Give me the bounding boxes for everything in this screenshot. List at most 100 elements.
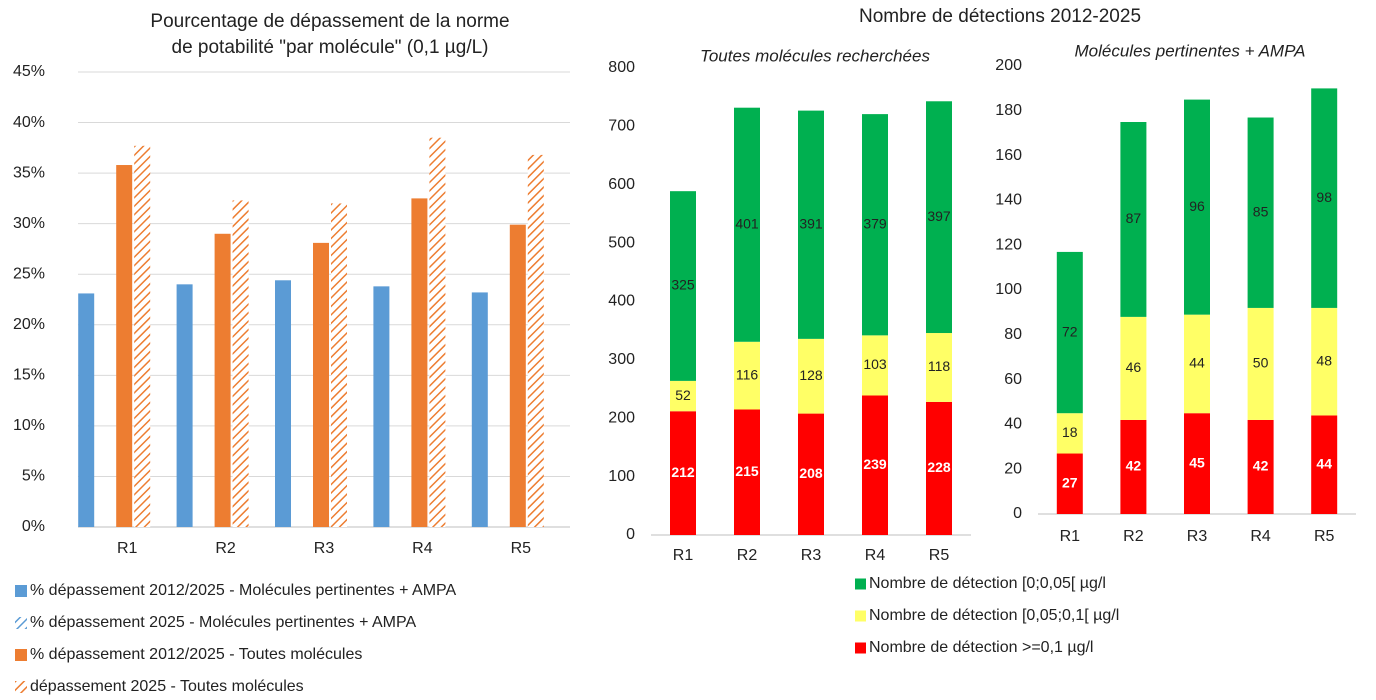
data-label: 18 (1062, 424, 1078, 440)
data-label: 128 (799, 367, 823, 383)
data-label: 48 (1316, 352, 1332, 368)
y-tick-label: 300 (608, 351, 635, 368)
bar (214, 233, 231, 527)
bar (275, 280, 291, 527)
x-tick-label: R1 (673, 547, 694, 564)
data-label: 379 (863, 215, 887, 231)
data-label: 50 (1253, 355, 1269, 371)
y-tick-label: 20% (13, 316, 45, 333)
bar-segment (798, 413, 824, 535)
x-tick-label: R5 (1314, 528, 1335, 545)
data-label: 239 (863, 456, 887, 472)
data-label: 96 (1189, 198, 1205, 214)
bar-segment (926, 333, 952, 402)
y-tick-label: 180 (995, 102, 1022, 119)
y-tick-label: 100 (995, 281, 1022, 298)
y-tick-label: 25% (13, 265, 45, 282)
legend-swatch (15, 617, 27, 629)
bar-segment (862, 114, 888, 336)
y-tick-label: 35% (13, 164, 45, 181)
data-label: 72 (1062, 323, 1078, 339)
y-tick-label: 100 (608, 468, 635, 485)
bar-segment (1184, 314, 1210, 414)
legend-swatch (15, 649, 27, 661)
y-tick-label: 30% (13, 215, 45, 232)
bar-segment (926, 401, 952, 535)
bar-segment (1120, 122, 1147, 317)
bar-segment (1311, 415, 1338, 514)
x-tick-label: R1 (117, 540, 138, 557)
legend-label: Nombre de détection >=0,1 µg/l (869, 639, 1093, 656)
data-label: 85 (1253, 203, 1269, 219)
bar-segment (734, 409, 760, 535)
y-tick-label: 0 (626, 526, 635, 543)
data-label: 118 (928, 358, 951, 374)
legend-label: Nombre de détection [0,05;0,1[ µg/l (869, 607, 1119, 624)
bar-segment (1056, 453, 1083, 514)
x-tick-label: R2 (1123, 528, 1144, 545)
data-label: 212 (671, 464, 695, 480)
y-tick-label: 140 (995, 192, 1022, 209)
y-tick-label: 40 (1004, 416, 1022, 433)
x-tick-label: R4 (1250, 528, 1271, 545)
x-tick-label: R3 (1187, 528, 1208, 545)
bar-segment (670, 411, 696, 535)
y-tick-label: 800 (608, 59, 635, 76)
chart-subtitle: Molécules pertinentes + AMPA (1074, 41, 1305, 60)
data-label: 228 (927, 459, 951, 475)
bar-segment (670, 191, 696, 381)
data-label: 27 (1062, 474, 1078, 490)
legend-label: % dépassement 2012/2025 - Molécules pert… (30, 582, 457, 599)
chart-title: Pourcentage de dépassement de la norme (150, 11, 509, 32)
data-label: 44 (1189, 355, 1205, 371)
x-tick-label: R3 (314, 540, 335, 557)
bar (313, 242, 329, 527)
bar-segment (798, 338, 824, 414)
bar (411, 198, 428, 527)
data-label: 42 (1126, 458, 1142, 474)
legend-swatch (855, 642, 866, 654)
chart-subtitle: Toutes molécules recherchées (700, 46, 930, 65)
y-tick-label: 200 (608, 409, 635, 426)
y-tick-label: 200 (995, 57, 1022, 74)
legend-swatch (15, 585, 27, 597)
chart-title: Nombre de détections 2012-2025 (859, 6, 1141, 27)
legend-swatch (15, 681, 27, 693)
legend-label: % dépassement 2025 - Molécules pertinent… (30, 614, 416, 631)
bar (116, 165, 133, 527)
x-tick-label: R2 (215, 540, 236, 557)
bar (331, 203, 347, 527)
bar-segment (1184, 99, 1210, 315)
bar-segment (1056, 251, 1083, 414)
x-tick-label: R5 (511, 540, 532, 557)
y-tick-label: 0 (1013, 505, 1022, 522)
chart-title: de potabilité "par molécule" (0,1 µg/L) (172, 37, 489, 58)
bar-segment (926, 101, 952, 334)
data-label: 103 (863, 356, 887, 372)
bar (78, 293, 95, 527)
bar (429, 137, 446, 527)
bar (471, 292, 488, 527)
data-label: 45 (1189, 454, 1205, 470)
bar-segment (1184, 413, 1210, 514)
bar (509, 224, 526, 527)
bar-segment (862, 395, 888, 535)
bar-segment (1311, 307, 1338, 416)
y-tick-label: 500 (608, 234, 635, 251)
y-tick-label: 40% (13, 114, 45, 131)
bar (176, 284, 193, 527)
y-tick-label: 160 (995, 147, 1022, 164)
data-label: 215 (735, 463, 759, 479)
data-label: 116 (736, 366, 759, 382)
bar-segment (862, 335, 888, 396)
bar-segment (734, 107, 760, 342)
bar-segment (1311, 88, 1338, 308)
legend-label: dépassement 2025 - Toutes molécules (30, 678, 304, 695)
y-tick-label: 400 (608, 293, 635, 310)
data-label: 208 (799, 465, 823, 481)
bar (134, 145, 151, 528)
data-label: 391 (799, 215, 823, 231)
y-tick-label: 80 (1004, 326, 1022, 343)
data-label: 397 (927, 208, 951, 224)
